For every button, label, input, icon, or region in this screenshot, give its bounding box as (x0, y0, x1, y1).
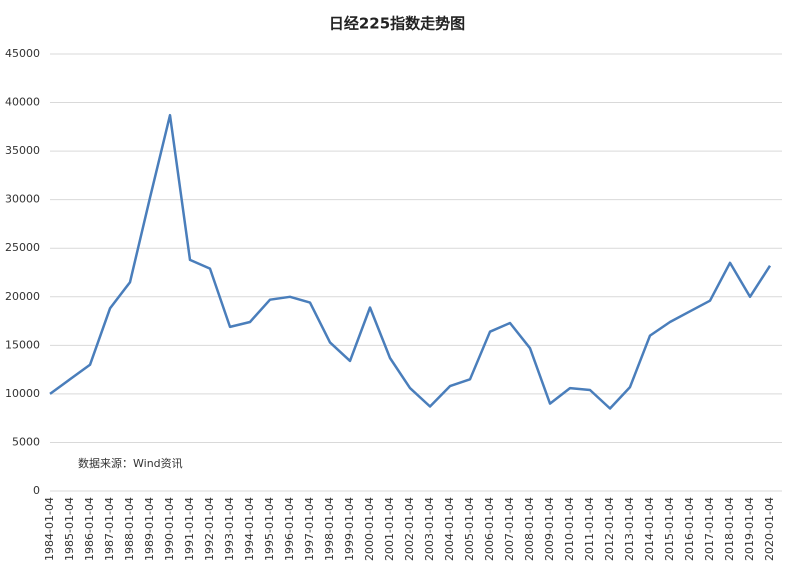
x-tick-label: 2000-01-04 (363, 497, 376, 561)
x-tick-label: 1989-01-04 (143, 497, 156, 561)
x-tick-label: 2006-01-04 (483, 497, 496, 561)
x-tick-label: 1988-01-04 (123, 497, 136, 561)
x-tick-label: 2008-01-04 (523, 497, 536, 561)
x-tick-label: 2002-01-04 (403, 497, 416, 561)
x-tick-label: 2009-01-04 (543, 497, 556, 561)
annotation: 数据来源：Wind资讯 (78, 456, 183, 470)
x-tick-label: 2016-01-04 (683, 497, 696, 561)
y-tick-label: 5000 (12, 435, 40, 448)
y-tick-label: 30000 (5, 193, 40, 206)
x-tick-label: 2007-01-04 (503, 497, 516, 561)
y-tick-label: 15000 (5, 338, 40, 351)
x-tick-label: 1994-01-04 (243, 497, 256, 561)
x-tick-label: 2019-01-04 (743, 497, 756, 561)
y-tick-label: 10000 (5, 387, 40, 400)
chart-title: 日经225指数走势图 (329, 15, 465, 33)
x-tick-label: 2018-01-04 (723, 497, 736, 561)
x-tick-label: 1990-01-04 (163, 497, 176, 561)
x-tick-label: 1998-01-04 (323, 497, 336, 561)
x-tick-label: 2017-01-04 (703, 497, 716, 561)
y-tick-label: 40000 (5, 96, 40, 109)
x-tick-label: 2003-01-04 (423, 497, 436, 561)
x-tick-label: 2020-01-04 (763, 497, 776, 561)
x-tick-label: 2015-01-04 (663, 497, 676, 561)
x-tick-label: 1986-01-04 (83, 497, 96, 561)
x-tick-label: 2013-01-04 (623, 497, 636, 561)
x-tick-label: 2014-01-04 (643, 497, 656, 561)
x-tick-label: 1997-01-04 (303, 497, 316, 561)
x-tick-label: 1991-01-04 (183, 497, 196, 561)
line (49, 113, 772, 410)
x-tick-label: 2001-01-04 (383, 497, 396, 561)
y-tick-label: 25000 (5, 241, 40, 254)
y-tick-label: 45000 (5, 47, 40, 60)
x-tick-label: 1985-01-04 (63, 497, 76, 561)
x-tick-label: 1996-01-04 (283, 497, 296, 561)
x-tick-label: 2011-01-04 (583, 497, 596, 561)
x-tick-label: 1995-01-04 (263, 497, 276, 561)
y-tick-label: 0 (33, 484, 40, 497)
x-tick-label: 1987-01-04 (103, 497, 116, 561)
x-tick-label: 1984-01-04 (43, 497, 56, 561)
x-tick-label: 2012-01-04 (603, 497, 616, 561)
x-tick-label: 1992-01-04 (203, 497, 216, 561)
x-tick-label: 2004-01-04 (443, 497, 456, 561)
y-tick-label: 35000 (5, 144, 40, 157)
x-tick-label: 1993-01-04 (223, 497, 236, 561)
x-tick-label: 2005-01-04 (463, 497, 476, 561)
x-tick-label: 1999-01-04 (343, 497, 356, 561)
x-tick-label: 2010-01-04 (563, 497, 576, 561)
y-tick-label: 20000 (5, 290, 40, 303)
